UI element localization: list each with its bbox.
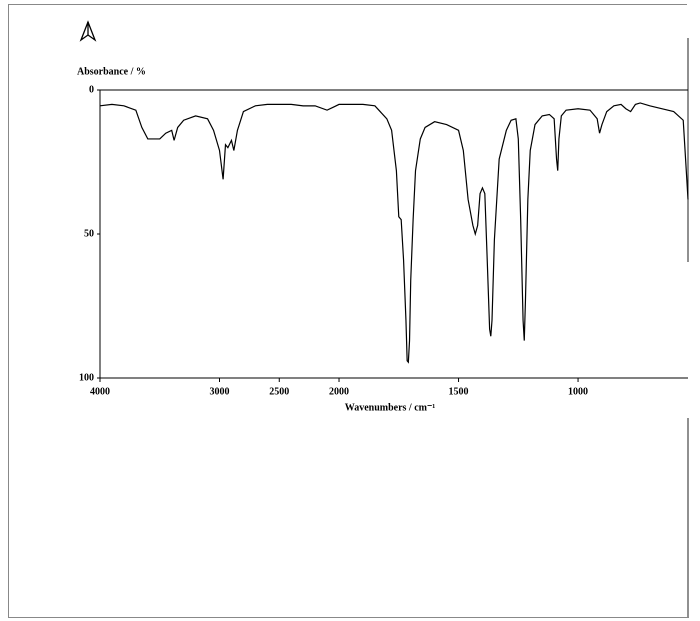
x-tick-label: 4000 — [90, 386, 110, 397]
y-axis-label: Absorbance / % — [77, 66, 146, 77]
x-tick-label: 2000 — [329, 386, 349, 397]
y-tick-label: 100 — [79, 372, 94, 383]
y-tick-label: 50 — [84, 228, 94, 239]
x-tick-label: 1500 — [449, 386, 469, 397]
x-tick-label: 3000 — [210, 386, 230, 397]
window-frame — [8, 4, 689, 618]
x-tick-label: 1000 — [568, 386, 588, 397]
logo — [79, 20, 97, 42]
y-tick-label: 0 — [89, 84, 94, 95]
x-axis-label: Wavenumbers / cm⁻¹ — [345, 402, 436, 413]
x-tick-label: 2500 — [269, 386, 289, 397]
spectrum-line — [99, 102, 689, 364]
